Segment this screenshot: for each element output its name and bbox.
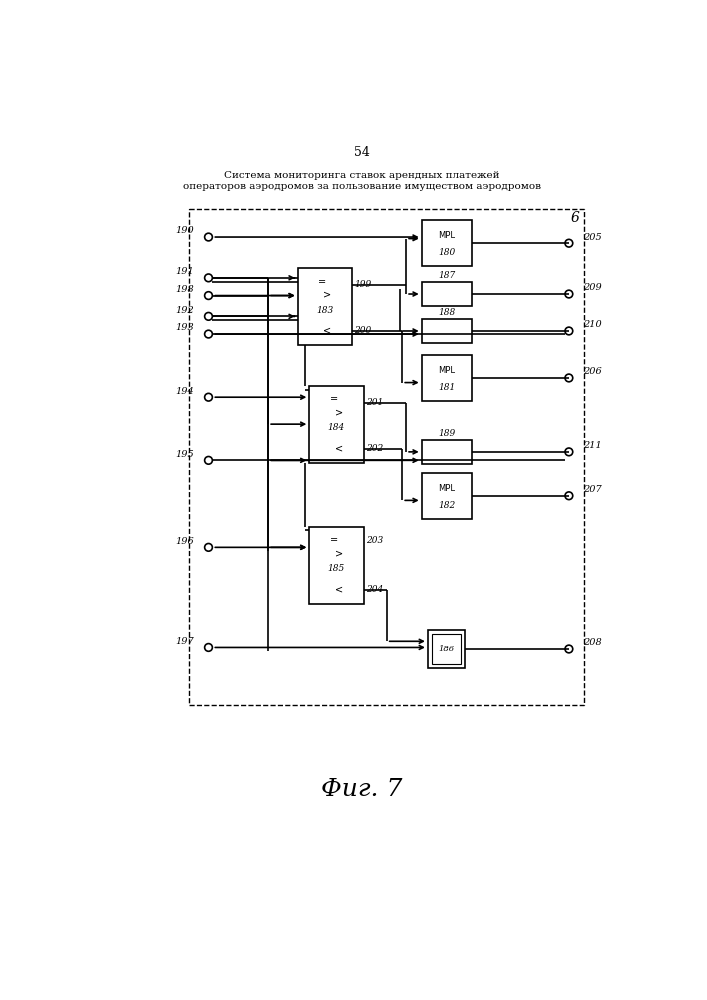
Bar bbox=[189, 209, 585, 705]
Text: 201: 201 bbox=[366, 398, 383, 407]
Text: 182: 182 bbox=[438, 500, 455, 510]
Text: 54: 54 bbox=[354, 146, 370, 159]
Text: 6: 6 bbox=[571, 211, 580, 225]
Text: 186: 186 bbox=[438, 645, 455, 653]
Text: Система мониторинга ставок арендных платежей: Система мониторинга ставок арендных плат… bbox=[224, 171, 500, 180]
Text: 192: 192 bbox=[176, 306, 194, 315]
Text: 203: 203 bbox=[366, 536, 383, 545]
Text: =: = bbox=[318, 277, 326, 287]
Text: 180: 180 bbox=[438, 248, 455, 257]
Text: 193: 193 bbox=[176, 323, 194, 332]
Text: 184: 184 bbox=[328, 424, 345, 432]
Text: 209: 209 bbox=[583, 283, 602, 292]
Text: 183: 183 bbox=[316, 306, 334, 315]
Bar bbox=[428, 630, 465, 668]
Text: <: < bbox=[335, 444, 343, 454]
Text: 199: 199 bbox=[354, 280, 371, 289]
Text: >: > bbox=[335, 408, 343, 418]
Text: 195: 195 bbox=[176, 450, 194, 459]
Text: 205: 205 bbox=[583, 233, 602, 242]
Text: 190: 190 bbox=[176, 226, 194, 235]
Text: 198: 198 bbox=[176, 285, 194, 294]
Text: <: < bbox=[323, 326, 332, 336]
Text: 200: 200 bbox=[354, 326, 371, 335]
Bar bbox=[309, 386, 363, 463]
Text: >: > bbox=[335, 549, 343, 559]
Bar bbox=[298, 268, 352, 345]
Bar bbox=[421, 440, 472, 464]
Text: 211: 211 bbox=[583, 441, 602, 450]
Text: 191: 191 bbox=[176, 267, 194, 276]
Text: 206: 206 bbox=[583, 367, 602, 376]
Bar bbox=[421, 473, 472, 519]
Text: 187: 187 bbox=[438, 271, 455, 280]
Text: =: = bbox=[329, 535, 338, 545]
Bar bbox=[421, 355, 472, 401]
Text: >: > bbox=[323, 290, 332, 300]
Text: <: < bbox=[335, 585, 343, 595]
Text: MPL: MPL bbox=[438, 231, 455, 240]
Text: 207: 207 bbox=[583, 485, 602, 494]
Text: 189: 189 bbox=[438, 429, 455, 438]
Text: 181: 181 bbox=[438, 383, 455, 392]
Text: 185: 185 bbox=[328, 564, 345, 573]
Bar bbox=[421, 319, 472, 343]
Text: =: = bbox=[329, 395, 338, 405]
Text: 204: 204 bbox=[366, 585, 383, 594]
Text: 202: 202 bbox=[366, 444, 383, 453]
Text: 197: 197 bbox=[176, 637, 194, 646]
Text: Фиг. 7: Фиг. 7 bbox=[321, 778, 403, 801]
Text: 196: 196 bbox=[176, 537, 194, 546]
Bar bbox=[421, 220, 472, 266]
Text: 194: 194 bbox=[176, 387, 194, 396]
Text: 188: 188 bbox=[438, 308, 455, 317]
Bar bbox=[421, 282, 472, 306]
Text: MPL: MPL bbox=[438, 484, 455, 493]
Text: операторов аэродромов за пользование имуществом аэродромов: операторов аэродромов за пользование иму… bbox=[183, 182, 541, 191]
Bar bbox=[309, 527, 363, 604]
Text: 210: 210 bbox=[583, 320, 602, 329]
Text: MPL: MPL bbox=[438, 366, 455, 375]
Bar bbox=[432, 634, 461, 664]
Text: 208: 208 bbox=[583, 638, 602, 647]
